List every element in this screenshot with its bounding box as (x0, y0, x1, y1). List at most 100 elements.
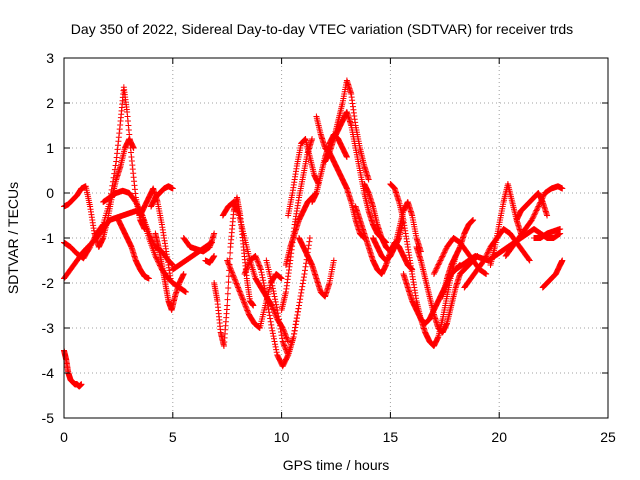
data-point-plus (233, 280, 240, 287)
data-point-plus (228, 266, 235, 273)
y-tick-label: 0 (46, 185, 54, 201)
data-point-plus (271, 293, 278, 300)
data-point-plus (297, 293, 304, 300)
data-point-plus (291, 330, 298, 337)
data-point-plus (280, 341, 287, 348)
data-point-plus (241, 300, 248, 307)
data-point-plus (533, 207, 540, 214)
data-point-plus (211, 230, 218, 237)
data-point-plus (239, 295, 246, 302)
data-point-plus (299, 283, 306, 290)
data-point-plus (301, 267, 308, 274)
data-point-plus (293, 315, 300, 322)
data-point-plus (436, 260, 443, 267)
data-point-plus (109, 178, 116, 185)
data-point-plus (266, 309, 273, 316)
data-point-plus (270, 290, 277, 297)
data-point-plus (245, 261, 252, 268)
data-point-plus (242, 302, 249, 309)
data-point-plus (526, 257, 533, 264)
data-point-plus (224, 257, 231, 264)
data-point-plus (228, 268, 235, 275)
data-point-plus (483, 271, 490, 277)
data-point-plus (243, 306, 250, 313)
data-point-plus (241, 299, 248, 306)
data-point-plus (182, 289, 189, 295)
data-point-plus (230, 199, 237, 205)
y-tick-label: -2 (42, 275, 55, 291)
data-point-plus (236, 287, 243, 294)
data-point-plus (365, 176, 372, 183)
series-track-02 (61, 136, 137, 250)
data-point-plus (483, 252, 490, 259)
data-point-plus (291, 327, 298, 334)
data-point-plus (227, 265, 234, 272)
data-point-plus (225, 279, 232, 286)
data-point-plus (226, 262, 233, 269)
data-point-plus (528, 217, 535, 223)
data-point-plus (532, 208, 539, 215)
data-point-plus (267, 318, 274, 325)
data-point-plus (239, 296, 246, 303)
data-point-plus (240, 298, 247, 304)
data-point-plus (303, 260, 310, 267)
data-point-plus (266, 312, 273, 319)
data-point-plus (134, 201, 141, 208)
data-point-plus (273, 304, 280, 311)
data-point-plus (285, 338, 292, 345)
data-point-plus (274, 310, 281, 317)
x-axis-label: GPS time / hours (283, 457, 390, 473)
data-point-plus (432, 266, 439, 273)
data-point-plus (111, 170, 118, 177)
data-point-plus (484, 249, 491, 256)
data-point-plus (145, 275, 152, 282)
series-track-29 (387, 181, 459, 349)
data-point-plus (265, 302, 271, 309)
series-track-33 (439, 217, 477, 300)
data-point-plus (272, 296, 279, 303)
data-point-plus (295, 305, 302, 312)
data-point-plus (235, 209, 242, 216)
data-point-plus (225, 260, 232, 267)
series-track-24 (322, 77, 372, 183)
y-tick-label: 2 (46, 95, 54, 111)
data-point-plus (481, 256, 488, 263)
data-point-plus (261, 285, 268, 292)
data-point-plus (270, 288, 277, 295)
data-point-plus (306, 238, 313, 245)
data-point-plus (544, 212, 551, 219)
data-point-plus (296, 302, 303, 309)
data-point-plus (234, 208, 241, 215)
series-track-20 (285, 136, 322, 219)
data-point-plus (257, 265, 264, 272)
series-track-21 (296, 235, 337, 300)
chart-title: Day 350 of 2022, Sidereal Day-to-day VTE… (71, 21, 573, 37)
data-point-plus (224, 302, 231, 309)
data-point-plus (259, 271, 266, 278)
data-point-plus (534, 204, 541, 211)
data-point-plus (135, 204, 142, 211)
y-tick-label: 3 (46, 50, 54, 66)
data-point-plus (260, 277, 267, 284)
data-point-plus (261, 282, 268, 289)
series-track-37 (502, 183, 566, 259)
data-point-plus (180, 271, 187, 277)
data-point-plus (278, 329, 285, 336)
data-point-plus (532, 210, 539, 217)
data-point-plus (276, 319, 283, 326)
data-point-plus (482, 254, 489, 261)
data-point-plus (300, 277, 307, 284)
data-point-plus (227, 249, 234, 256)
data-point-plus (231, 276, 238, 283)
data-point-plus (241, 271, 248, 277)
data-point-plus (258, 269, 265, 276)
data-point-plus (268, 321, 275, 328)
data-marks (61, 77, 566, 390)
y-tick-label: -1 (42, 230, 55, 246)
data-point-plus (535, 203, 542, 210)
data-point-plus (78, 381, 85, 388)
data-point-plus (234, 283, 241, 290)
data-point-plus (434, 262, 441, 269)
data-point-plus (231, 201, 238, 208)
data-point-plus (484, 250, 491, 257)
